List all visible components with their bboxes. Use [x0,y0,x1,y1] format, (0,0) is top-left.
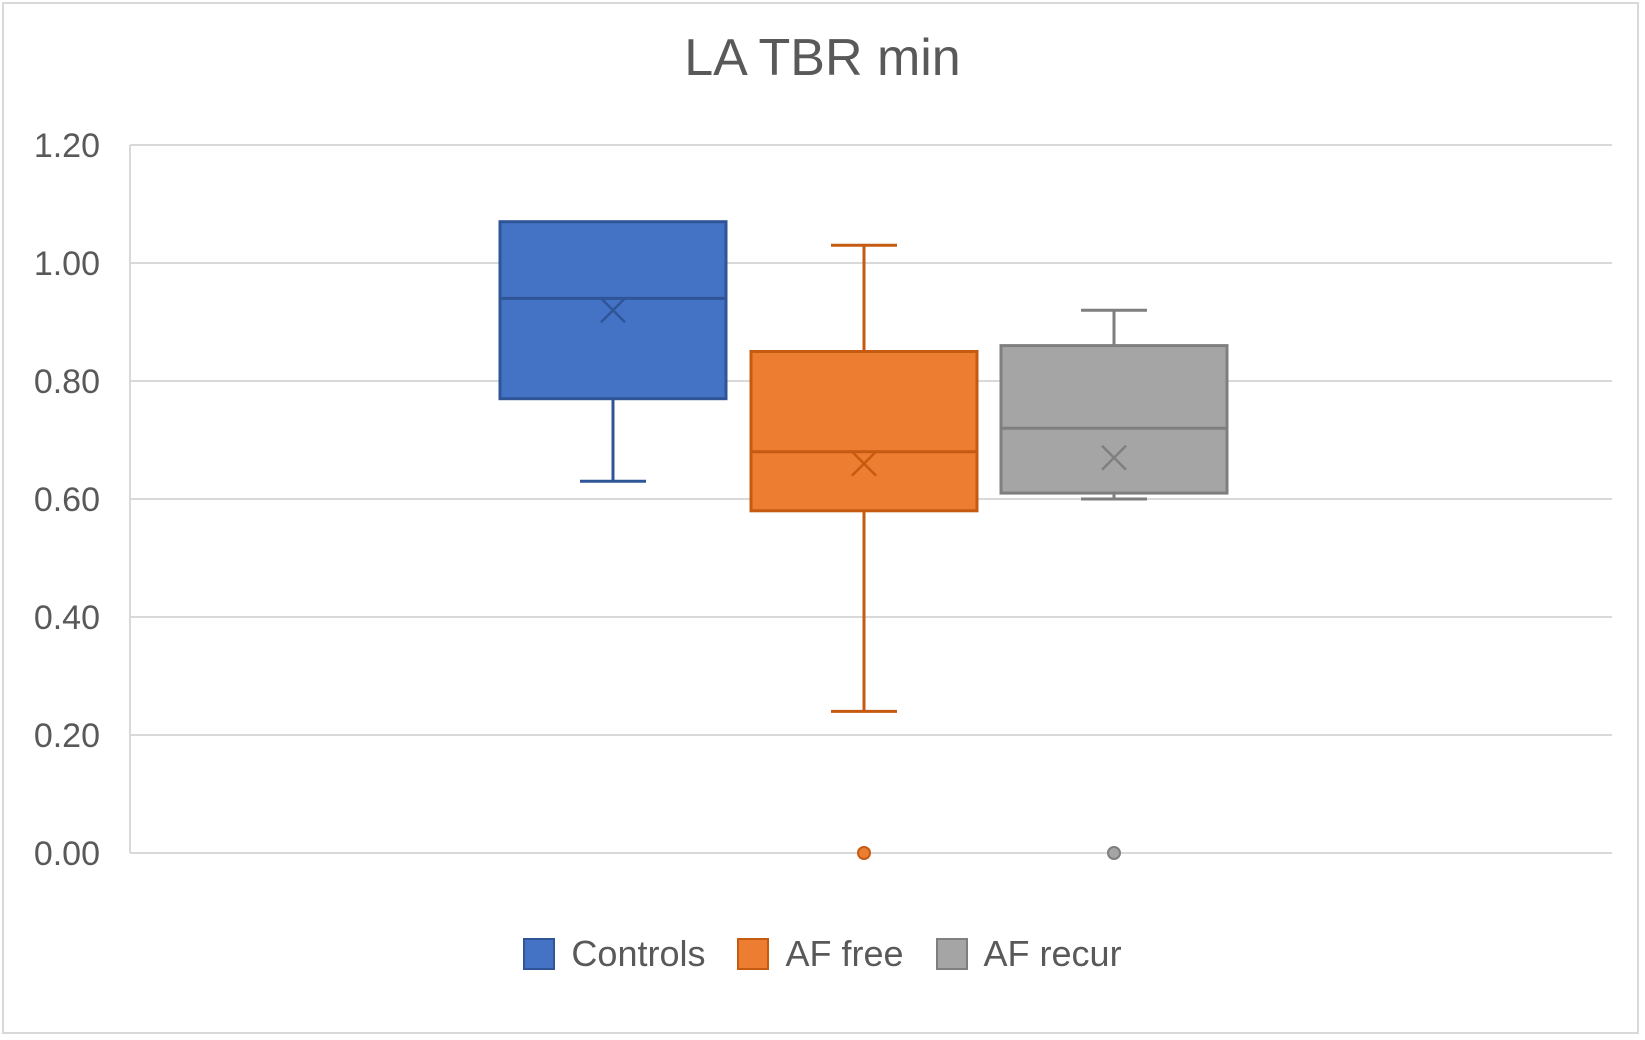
legend-label: AF recur [983,933,1122,974]
legend-swatch [935,938,968,970]
y-tick-label: 0.20 [34,717,100,755]
mean-marker [600,297,626,324]
outlier-point [1107,846,1121,860]
legend-swatch [737,938,770,970]
legend-item: AF free [737,933,904,975]
legend-swatch [523,938,556,970]
y-tick-label: 0.00 [34,835,100,873]
legend-item: AF recur [935,933,1122,975]
y-tick-label: 1.20 [34,127,100,165]
outlier-point [857,846,871,860]
mean-marker [851,450,877,477]
legend-label: Controls [571,933,706,974]
y-tick-label: 0.60 [34,481,100,519]
legend-label: AF free [785,933,904,974]
legend-item: Controls [523,933,705,975]
box-af-free [749,350,979,513]
y-tick-label: 0.80 [34,363,100,401]
y-tick-label: 0.40 [34,599,100,637]
mean-marker [1101,444,1127,471]
y-tick-label: 1.00 [34,245,100,283]
chart-legend: Controls AF free AF recur [0,933,1645,975]
chart-title: LA TBR min [684,29,961,87]
box-af-recur [999,344,1229,495]
